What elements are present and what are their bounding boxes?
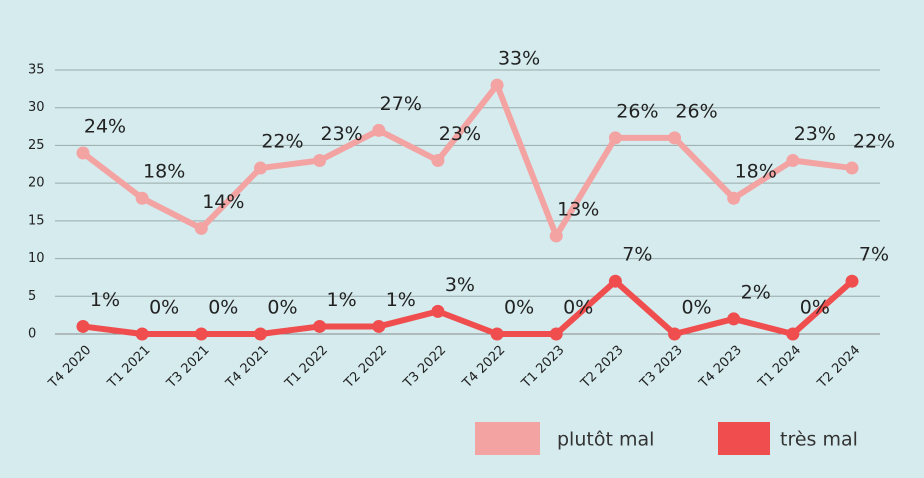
data-label: 27% [380, 93, 422, 115]
data-point [668, 327, 682, 341]
data-point [313, 154, 327, 168]
data-point [608, 131, 622, 145]
data-label: 0% [563, 297, 593, 319]
data-label: 1% [386, 289, 416, 311]
y-tick-label: 5 [28, 289, 36, 304]
data-label: 22% [261, 131, 303, 153]
y-tick-label: 35 [28, 63, 45, 78]
data-point [76, 319, 90, 333]
data-label: 7% [859, 244, 889, 266]
y-tick-label: 0 [28, 327, 36, 342]
series-line [82, 278, 854, 337]
data-point [253, 161, 267, 175]
legend-swatch [475, 422, 540, 455]
data-label: 14% [202, 191, 244, 213]
data-point [608, 274, 622, 288]
data-label: 24% [84, 115, 126, 137]
data-point [313, 319, 327, 333]
data-point [135, 191, 149, 205]
data-point [727, 191, 741, 205]
data-label: 2% [741, 281, 771, 303]
data-point [786, 154, 800, 168]
legend-label: plutôt mal [557, 429, 654, 451]
data-point [490, 78, 504, 92]
data-point [372, 319, 386, 333]
data-point [845, 161, 859, 175]
data-label: 0% [149, 297, 179, 319]
data-point [668, 131, 682, 145]
legend-label: très mal [780, 429, 858, 451]
data-label: 26% [616, 100, 658, 122]
data-label: 7% [622, 244, 652, 266]
data-point [76, 146, 90, 160]
data-point [194, 221, 208, 235]
data-label: 23% [439, 123, 481, 145]
y-tick-label: 25 [28, 138, 45, 153]
data-point [727, 312, 741, 326]
data-label: 1% [327, 289, 357, 311]
data-label: 1% [90, 289, 120, 311]
y-tick-label: 15 [28, 213, 45, 228]
data-label: 0% [800, 297, 830, 319]
data-point [135, 327, 149, 341]
y-tick-label: 20 [28, 176, 45, 191]
data-label: 23% [794, 123, 836, 145]
data-point [490, 327, 504, 341]
data-point [845, 274, 859, 288]
series-line [81, 82, 853, 239]
data-point [549, 327, 563, 341]
data-point [549, 229, 563, 243]
data-label: 23% [320, 123, 362, 145]
y-tick-label: 10 [28, 251, 45, 266]
data-label: 0% [681, 297, 711, 319]
data-label: 26% [675, 100, 717, 122]
data-point [786, 327, 800, 341]
data-label: 0% [504, 297, 534, 319]
data-point [372, 123, 386, 137]
data-point [431, 154, 445, 168]
data-label: 3% [445, 274, 475, 296]
data-label: 22% [853, 131, 895, 153]
data-label: 18% [735, 161, 777, 183]
data-point [431, 304, 445, 318]
data-point [194, 327, 208, 341]
data-label: 0% [208, 297, 238, 319]
data-label: 13% [557, 198, 599, 220]
data-label: 0% [267, 297, 297, 319]
legend-swatch [718, 422, 770, 455]
data-point [253, 327, 267, 341]
data-label: 33% [498, 48, 540, 70]
data-label: 18% [143, 161, 185, 183]
y-tick-label: 30 [28, 100, 45, 115]
